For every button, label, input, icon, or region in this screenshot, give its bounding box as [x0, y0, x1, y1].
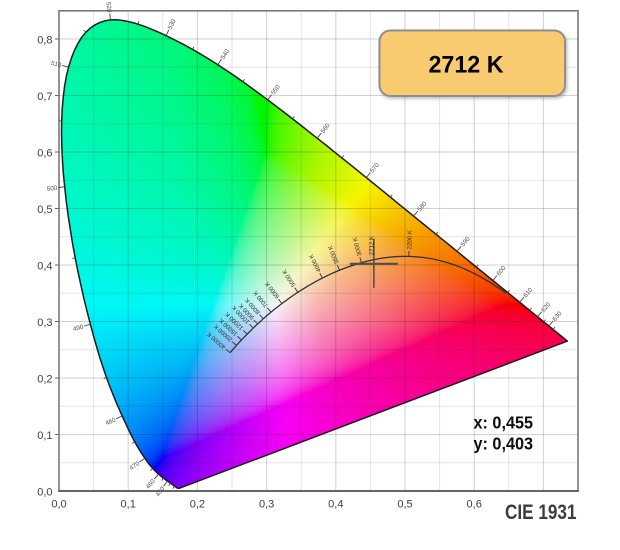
svg-text:CIE 1931: CIE 1931	[505, 501, 577, 524]
svg-text:0,6: 0,6	[467, 499, 482, 511]
svg-text:620: 620	[540, 301, 552, 314]
svg-text:0,5: 0,5	[397, 499, 412, 511]
svg-text:x: 0,455: x: 0,455	[474, 413, 534, 433]
svg-text:0,7: 0,7	[37, 91, 52, 103]
svg-text:600: 600	[495, 264, 507, 277]
svg-text:0,1: 0,1	[37, 430, 52, 442]
svg-text:y: 0,403: y: 0,403	[474, 433, 534, 453]
svg-text:610: 610	[522, 286, 534, 299]
svg-text:450: 450	[155, 485, 167, 498]
svg-text:0,2: 0,2	[37, 374, 52, 386]
svg-text:520: 520	[104, 2, 112, 14]
svg-text:0,8: 0,8	[37, 35, 52, 47]
svg-text:540: 540	[220, 48, 232, 61]
svg-text:0,4: 0,4	[328, 499, 343, 511]
svg-text:0,6: 0,6	[37, 148, 52, 160]
svg-text:630: 630	[551, 310, 563, 323]
svg-text:550: 550	[270, 83, 282, 96]
svg-text:0,2: 0,2	[190, 499, 205, 511]
svg-text:490: 490	[72, 323, 84, 333]
svg-text:3000 K: 3000 K	[352, 236, 364, 257]
svg-text:0,5: 0,5	[37, 204, 52, 216]
svg-text:2712 K: 2712 K	[369, 236, 376, 255]
svg-text:480: 480	[105, 416, 118, 427]
svg-text:0,1: 0,1	[121, 499, 136, 511]
svg-text:580: 580	[416, 200, 428, 213]
svg-text:460: 460	[145, 478, 158, 491]
svg-text:0,3: 0,3	[37, 317, 52, 329]
svg-text:500: 500	[46, 185, 58, 193]
svg-text:2712 K: 2712 K	[429, 52, 504, 79]
svg-text:510: 510	[50, 60, 62, 70]
svg-text:0,0: 0,0	[51, 499, 66, 511]
svg-text:530: 530	[167, 18, 178, 31]
svg-text:2200 K: 2200 K	[406, 230, 413, 249]
svg-text:0,0: 0,0	[37, 487, 52, 499]
svg-text:0,3: 0,3	[259, 499, 274, 511]
svg-text:0,4: 0,4	[37, 261, 52, 273]
